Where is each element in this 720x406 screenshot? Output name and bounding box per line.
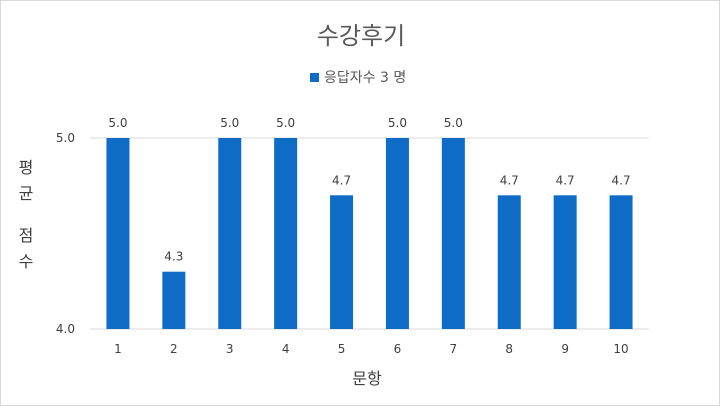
bar xyxy=(106,138,130,329)
bar xyxy=(609,195,633,329)
bar xyxy=(385,138,409,329)
y-axis-title-char: 균 xyxy=(19,184,34,203)
data-label: 4.7 xyxy=(556,173,575,187)
data-labels: 5.0 4.3 5.0 5.0 4.7 5.0 5.0 4.7 4.7 4.7 xyxy=(108,116,630,264)
bar xyxy=(553,195,577,329)
data-label: 4.7 xyxy=(500,173,519,187)
x-axis-ticks: 1 2 3 4 5 6 7 8 9 10 xyxy=(114,342,629,356)
y-axis-title-char: 수 xyxy=(19,252,34,271)
bars xyxy=(106,138,633,329)
y-axis-title-char: 점 xyxy=(19,226,34,245)
bar xyxy=(274,138,298,329)
bar xyxy=(162,271,186,329)
y-axis-ticks: 4.0 5.0 xyxy=(56,131,75,336)
x-tick-label: 2 xyxy=(170,342,178,356)
y-axis-title-char: 평 xyxy=(19,158,34,177)
x-tick-label: 3 xyxy=(226,342,234,356)
data-label: 5.0 xyxy=(444,116,463,130)
data-label: 4.7 xyxy=(612,173,631,187)
bar xyxy=(330,195,354,329)
x-axis-title: 문항 xyxy=(352,369,382,388)
x-tick-label: 8 xyxy=(505,342,513,356)
x-tick-label: 7 xyxy=(450,342,458,356)
x-tick-label: 10 xyxy=(613,342,628,356)
data-label: 5.0 xyxy=(276,116,295,130)
x-tick-label: 5 xyxy=(338,342,346,356)
x-tick-label: 6 xyxy=(394,342,402,356)
legend-label: 응답자수 3 명 xyxy=(324,70,406,86)
data-label: 5.0 xyxy=(220,116,239,130)
data-label: 5.0 xyxy=(388,116,407,130)
data-label: 5.0 xyxy=(108,116,127,130)
data-label: 4.3 xyxy=(164,250,183,264)
bar xyxy=(218,138,242,329)
x-tick-label: 1 xyxy=(114,342,122,356)
x-tick-label: 9 xyxy=(561,342,569,356)
chart-title: 수강후기 xyxy=(317,22,405,50)
y-tick-label: 5.0 xyxy=(56,131,75,145)
legend-swatch xyxy=(310,73,319,82)
y-tick-label: 4.0 xyxy=(56,322,75,336)
bar xyxy=(497,195,521,329)
legend: 응답자수 3 명 xyxy=(310,70,406,86)
data-label: 4.7 xyxy=(332,173,351,187)
x-tick-label: 4 xyxy=(282,342,290,356)
bar xyxy=(441,138,465,329)
